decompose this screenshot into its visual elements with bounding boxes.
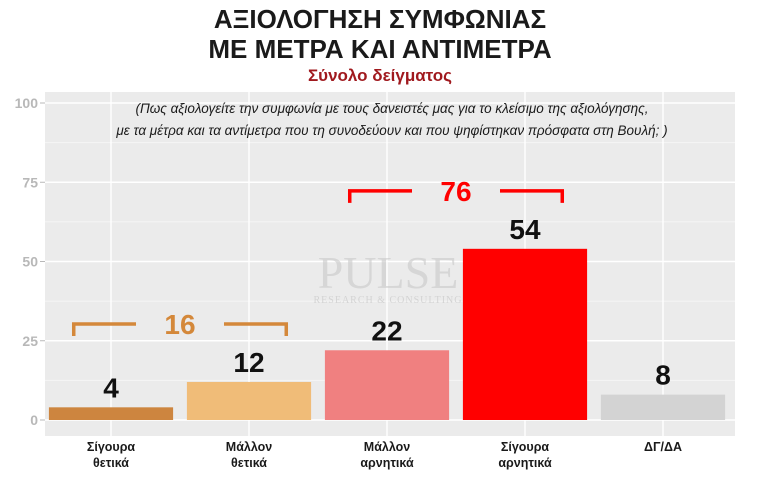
- group-total-label: 76: [440, 176, 471, 207]
- bar: [48, 407, 174, 420]
- y-tick-label: 0: [30, 412, 38, 428]
- x-tick-label: Μάλλον: [364, 440, 410, 454]
- y-tick-label: 25: [22, 333, 38, 349]
- x-tick-label: Σίγουρα: [501, 440, 550, 454]
- x-tick-label: αρνητικά: [360, 456, 414, 470]
- y-tick-label: 50: [22, 254, 38, 270]
- x-tick-label: αρνητικά: [498, 456, 552, 470]
- bar: [186, 381, 312, 420]
- y-tick-label: 75: [22, 174, 38, 190]
- data-label: 54: [509, 214, 541, 245]
- bars: [48, 248, 726, 420]
- group-total-label: 16: [164, 309, 195, 340]
- bar: [324, 350, 450, 420]
- bar: [462, 248, 588, 420]
- chart-subtitle: Σύνολο δείγματος: [307, 66, 453, 85]
- x-tick-label: Σίγουρα: [87, 440, 136, 454]
- x-axis-labels: Σίγουρα θετικά Μάλλον θετικά Μάλλον αρνητικά Σ…: [87, 440, 682, 470]
- watermark-sub: RESEARCH & CONSULTING: [314, 295, 463, 306]
- data-label: 4: [103, 372, 119, 403]
- watermark-main: PULSE: [318, 247, 459, 298]
- data-label: 12: [233, 347, 264, 378]
- bar: [600, 394, 726, 420]
- watermark: PULSE RESEARCH & CONSULTING: [314, 247, 463, 306]
- group-bracket: [347, 189, 565, 203]
- question-line-1: (Πως αξιολογείτε την συμφωνία με τους δα…: [135, 101, 648, 116]
- group-bracket: [71, 322, 289, 336]
- data-label: 8: [655, 360, 671, 391]
- x-tick-label: θετικά: [231, 456, 267, 470]
- x-tick-label: θετικά: [93, 456, 129, 470]
- data-label: 22: [371, 315, 402, 346]
- data-labels: 4 12 22 54 8: [103, 214, 671, 404]
- y-tick-label: 100: [15, 95, 39, 111]
- x-tick-label: ΔΓ/ΔΑ: [644, 440, 682, 454]
- x-tick-label: Μάλλον: [226, 440, 272, 454]
- question-line-2: με τα μέτρα και τα αντίμετρα που τη συνο…: [115, 123, 667, 138]
- chart-title-line-2: ΜΕ ΜΕΤΡΑ ΚΑΙ ΑΝΤΙΜΕΤΡΑ: [208, 34, 552, 64]
- y-axis-ticks: 0 25 50 75 100: [15, 95, 45, 428]
- chart-title-line-1: ΑΞΙΟΛΟΓΗΣΗ ΣΥΜΦΩΝΙΑΣ: [213, 4, 547, 34]
